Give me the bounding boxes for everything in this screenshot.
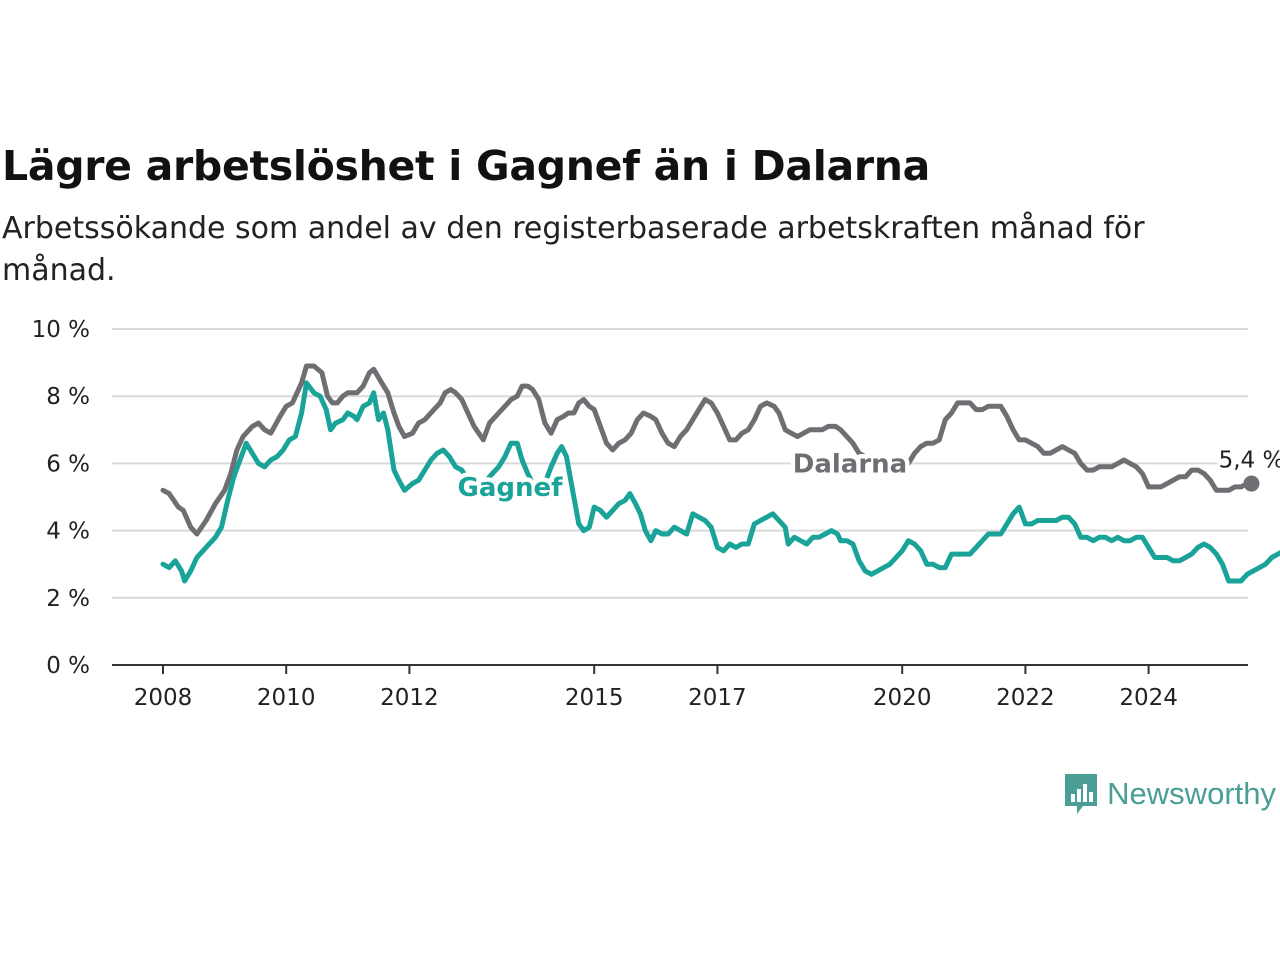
series-lines [160,363,1280,584]
y-tick-label: 0 % [46,653,90,679]
line-chart: 0 % 2 % 4 % 6 % 8 % 10 % 2008 2010 2012 2015 2017… [32,317,1280,711]
series-end-point-dalarna [1243,475,1260,492]
x-tick-label: 2015 [565,685,624,711]
brand-name: Newsworthy [1107,776,1276,811]
x-tick-label: 2012 [380,685,439,711]
chart-subtitle: Arbetssökande som andel av den registerb… [2,211,1145,288]
y-tick-label: 2 % [46,586,90,612]
y-axis-ticks: 0 % 2 % 4 % 6 % 8 % 10 % [32,317,90,679]
grid-lines [112,328,1248,599]
series-label-gagnef: Gagnef [458,473,564,503]
y-tick-label: 10 % [32,317,90,343]
series-label-dalarna: Dalarna [793,449,907,479]
y-tick-label: 8 % [46,384,90,410]
newsworthy-logo-icon [1065,774,1098,814]
x-tick-label: 2010 [257,685,316,711]
x-axis-ticks: 2008 2010 2012 2015 2017 2020 2022 2024 [134,665,1178,711]
y-tick-label: 6 % [46,451,90,477]
x-tick-label: 2022 [996,685,1055,711]
chart-title: Lägre arbetslöshet i Gagnef än i Dalarna [2,142,931,190]
x-tick-label: 2020 [873,685,932,711]
x-tick-label: 2017 [688,685,747,711]
x-tick-label: 2024 [1119,685,1178,711]
series-line-gagnef [160,380,1280,584]
end-value-label-dalarna: 5,4 % [1219,448,1280,474]
series-line-dalarna [160,363,1254,537]
x-tick-label: 2008 [134,685,193,711]
y-tick-label: 4 % [46,519,90,545]
brand-logo: Newsworthy [1063,772,1276,816]
